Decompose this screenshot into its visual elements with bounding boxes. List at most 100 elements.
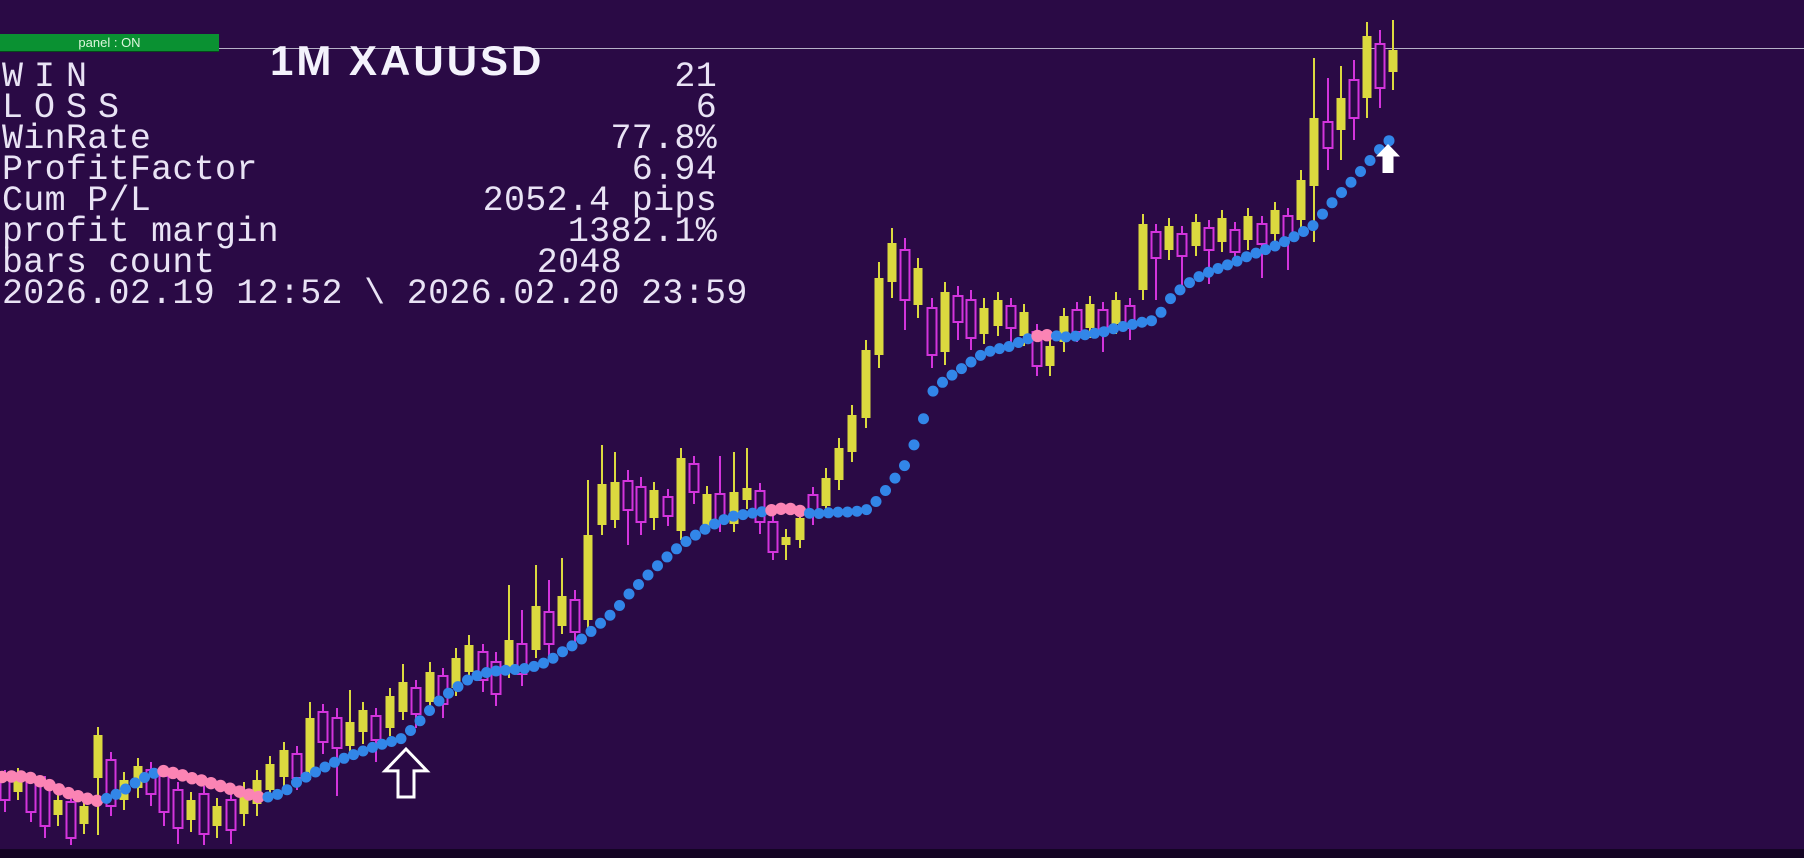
ma-dot-up (471, 670, 483, 682)
ma-dot-up (937, 376, 948, 388)
ma-dot-up (281, 784, 293, 796)
ma-dot-up (291, 776, 302, 788)
stat-row-profit-margin: profit margin 1382.1% (2, 215, 717, 250)
ma-dot-up (1117, 321, 1129, 332)
stat-row-win: W I N 21 (2, 60, 717, 95)
candle-body (557, 596, 567, 626)
ma-dot-up (1260, 244, 1271, 256)
stat-value: 6 (695, 88, 717, 128)
ma-dot-up (1165, 293, 1176, 305)
ma-dot-down (62, 786, 75, 800)
ma-dot-down (5, 770, 18, 783)
candle-body (25, 781, 37, 813)
ma-dot-up (414, 715, 426, 727)
ma-dot-down (223, 782, 237, 795)
candle-body (225, 799, 237, 831)
ma-dot-up (1079, 329, 1091, 341)
candle-body (662, 496, 674, 517)
candle-body (1111, 300, 1121, 324)
ma-dot-down (1031, 329, 1044, 343)
ma-dot-up (699, 523, 711, 535)
ma-dot-up (728, 510, 739, 522)
candle-body (1019, 312, 1029, 336)
candle-body (93, 735, 103, 778)
stat-label: profit margin (2, 212, 279, 252)
stat-row-profitfactor: ProfitFactor 6.94 (2, 153, 717, 188)
candle-body (133, 766, 143, 788)
candle-body (1164, 226, 1174, 250)
ma-dot-up (661, 551, 673, 563)
ma-dot-up (1336, 186, 1347, 198)
candle-body (1217, 218, 1227, 242)
candle-body (410, 687, 422, 715)
ma-dot-up (101, 792, 112, 804)
ma-dot-down (204, 776, 218, 790)
stat-label: WinRate (2, 119, 152, 159)
ma-dot-down (233, 785, 246, 798)
candle-body (543, 611, 555, 645)
ma-dot-up (481, 666, 492, 678)
ma-dot-down (195, 774, 208, 787)
ma-dot-up (756, 506, 768, 518)
ma-dot-down (81, 792, 94, 805)
candle-body (490, 661, 502, 695)
ma-dot-up (519, 662, 530, 674)
ma-dot-up (1288, 231, 1300, 243)
ma-dot-up (319, 761, 331, 773)
ma-dot-down (71, 789, 85, 803)
ma-dot-up (899, 460, 910, 472)
ma-dot-down (176, 769, 189, 782)
candle-body (1191, 222, 1201, 246)
ma-dot-down (774, 502, 788, 515)
ma-dot-up (538, 657, 549, 669)
panel-toggle-button[interactable]: panel : ON (0, 34, 219, 52)
ma-dot-up (300, 771, 312, 783)
ma-dot-up (424, 705, 435, 717)
ma-dot-up (880, 485, 891, 496)
candle-body (1176, 233, 1188, 257)
candles (0, 20, 1398, 845)
candle-body (861, 350, 871, 418)
ma-dot-up (566, 640, 578, 652)
ma-dot-up (832, 506, 844, 518)
ma-dot-up (908, 439, 920, 451)
stat-value: 2052.4 pips (482, 181, 717, 221)
candle-body (385, 696, 395, 728)
ma-dot-up (1383, 135, 1395, 147)
candle-body (754, 490, 766, 523)
ma-dot-up (709, 518, 720, 530)
ma-dot-up (1212, 263, 1224, 275)
candle-body (317, 711, 329, 743)
ma-dot-up (889, 472, 901, 484)
chart-symbol-title: 1M XAUUSD (270, 37, 545, 84)
ma-dot-up (690, 529, 701, 541)
ma-dot-up (490, 665, 502, 677)
ma-dot-up (1108, 323, 1119, 335)
candle-body (13, 776, 23, 792)
candle-body (993, 300, 1003, 326)
ma-dot-up (310, 766, 321, 778)
ma-dot-up (614, 599, 625, 611)
ma-dot-up (861, 504, 872, 516)
stat-value: 2048 (536, 243, 622, 283)
ma-dot-up (1364, 155, 1376, 167)
ma-dot-up (1317, 208, 1328, 220)
ma-dot-up (452, 681, 464, 693)
ma-dot-up (1193, 271, 1205, 283)
ma-dot-up (462, 674, 473, 686)
candle-body (279, 750, 289, 777)
ma-dot-down (166, 766, 180, 780)
stat-value: 21 (674, 57, 717, 97)
ma-dot-up (1203, 266, 1214, 278)
candle-body (940, 292, 950, 352)
stat-label: L O S S (2, 88, 119, 128)
ma-dot-up (272, 788, 283, 800)
ma-dot-up (652, 560, 663, 572)
ma-dot-up (747, 507, 758, 519)
ma-dot-up (965, 356, 977, 368)
ma-dot-up (367, 741, 378, 753)
candle-body (291, 753, 303, 779)
stat-row-winrate: WinRate 77.8% (2, 122, 717, 157)
ma-dot-down (52, 783, 66, 796)
